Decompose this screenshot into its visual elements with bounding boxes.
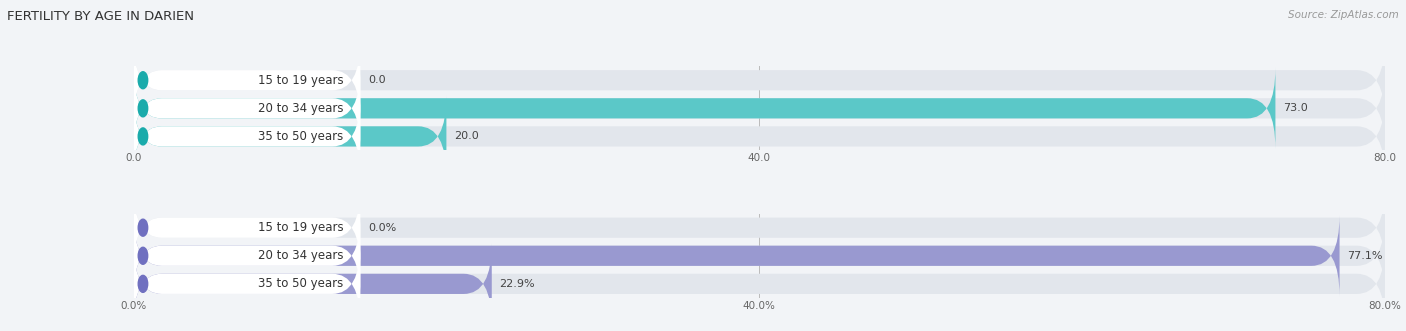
Circle shape xyxy=(138,128,148,145)
FancyBboxPatch shape xyxy=(134,96,447,177)
Text: Source: ZipAtlas.com: Source: ZipAtlas.com xyxy=(1288,10,1399,20)
Text: 0.0: 0.0 xyxy=(368,75,385,85)
FancyBboxPatch shape xyxy=(134,243,360,324)
FancyBboxPatch shape xyxy=(134,40,1385,121)
FancyBboxPatch shape xyxy=(134,40,360,121)
FancyBboxPatch shape xyxy=(134,96,1385,177)
FancyBboxPatch shape xyxy=(134,215,360,296)
Text: 77.1%: 77.1% xyxy=(1347,251,1384,261)
Circle shape xyxy=(138,72,148,89)
FancyBboxPatch shape xyxy=(134,96,360,177)
Circle shape xyxy=(138,100,148,117)
Circle shape xyxy=(138,275,148,292)
Text: 15 to 19 years: 15 to 19 years xyxy=(259,74,344,87)
Text: 20 to 34 years: 20 to 34 years xyxy=(259,102,344,115)
Text: 20.0: 20.0 xyxy=(454,131,479,141)
Text: 0.0%: 0.0% xyxy=(368,223,396,233)
Text: 20 to 34 years: 20 to 34 years xyxy=(259,249,344,262)
FancyBboxPatch shape xyxy=(134,215,1385,296)
Circle shape xyxy=(138,247,148,264)
FancyBboxPatch shape xyxy=(134,68,1385,149)
Text: 22.9%: 22.9% xyxy=(499,279,536,289)
Text: 35 to 50 years: 35 to 50 years xyxy=(259,130,343,143)
Circle shape xyxy=(138,219,148,236)
Text: FERTILITY BY AGE IN DARIEN: FERTILITY BY AGE IN DARIEN xyxy=(7,10,194,23)
Text: 15 to 19 years: 15 to 19 years xyxy=(259,221,344,234)
Text: 73.0: 73.0 xyxy=(1284,103,1308,113)
FancyBboxPatch shape xyxy=(134,68,1275,149)
FancyBboxPatch shape xyxy=(134,243,1385,324)
FancyBboxPatch shape xyxy=(134,187,360,268)
FancyBboxPatch shape xyxy=(134,243,492,324)
FancyBboxPatch shape xyxy=(134,68,360,149)
FancyBboxPatch shape xyxy=(134,187,1385,268)
Text: 35 to 50 years: 35 to 50 years xyxy=(259,277,343,290)
FancyBboxPatch shape xyxy=(134,215,1340,296)
